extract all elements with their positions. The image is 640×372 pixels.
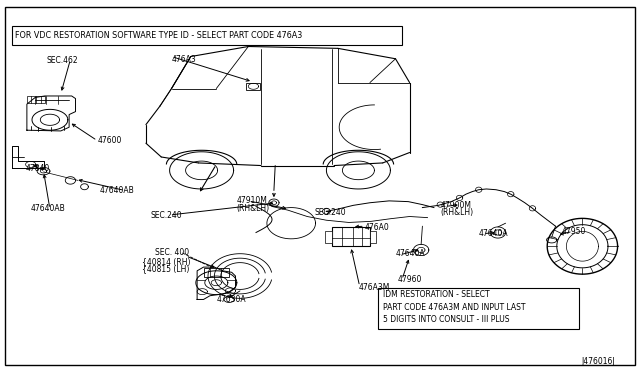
Text: IDM RESTORATION - SELECT: IDM RESTORATION - SELECT — [383, 291, 490, 299]
Text: 47900M: 47900M — [440, 201, 471, 210]
Text: 47640AB: 47640AB — [31, 204, 65, 213]
Text: {40815 (LH): {40815 (LH) — [142, 264, 189, 273]
Text: 5 DIGITS INTO CONSULT - III PLUS: 5 DIGITS INTO CONSULT - III PLUS — [383, 315, 509, 324]
Bar — [370, 231, 376, 243]
Text: 476A3M: 476A3M — [358, 283, 390, 292]
Text: 47640A: 47640A — [396, 249, 425, 258]
Bar — [12, 26, 402, 45]
Text: (RH&LH): (RH&LH) — [440, 208, 474, 217]
Text: 47960: 47960 — [398, 275, 422, 284]
Bar — [378, 288, 579, 329]
Text: 47640A: 47640A — [479, 229, 508, 238]
Bar — [204, 268, 229, 277]
Text: 476A3: 476A3 — [172, 55, 196, 64]
Bar — [325, 231, 332, 243]
Bar — [332, 227, 370, 246]
Text: SEC.240: SEC.240 — [150, 211, 182, 219]
Text: 47640AB: 47640AB — [99, 186, 134, 195]
Text: 47840: 47840 — [26, 164, 50, 173]
Text: 47630A: 47630A — [216, 295, 246, 304]
Text: 476A0: 476A0 — [365, 223, 390, 232]
Text: SEC.462: SEC.462 — [46, 56, 77, 65]
Text: 47910M: 47910M — [237, 196, 268, 205]
Bar — [246, 83, 260, 90]
Text: SEC.240: SEC.240 — [315, 208, 346, 217]
Text: 47950: 47950 — [562, 227, 586, 236]
Bar — [27, 96, 45, 103]
Text: 47600: 47600 — [97, 136, 122, 145]
Text: FOR VDC RESTORATION SOFTWARE TYPE ID - SELECT PART CODE 476A3: FOR VDC RESTORATION SOFTWARE TYPE ID - S… — [15, 31, 303, 40]
Text: J476016J: J476016J — [581, 357, 615, 366]
Text: PART CODE 476A3M AND INPUT LAST: PART CODE 476A3M AND INPUT LAST — [383, 303, 525, 312]
Text: {40814 (RH): {40814 (RH) — [142, 257, 191, 266]
Text: SEC. 400: SEC. 400 — [155, 248, 189, 257]
Text: (RH&LH): (RH&LH) — [237, 204, 270, 213]
